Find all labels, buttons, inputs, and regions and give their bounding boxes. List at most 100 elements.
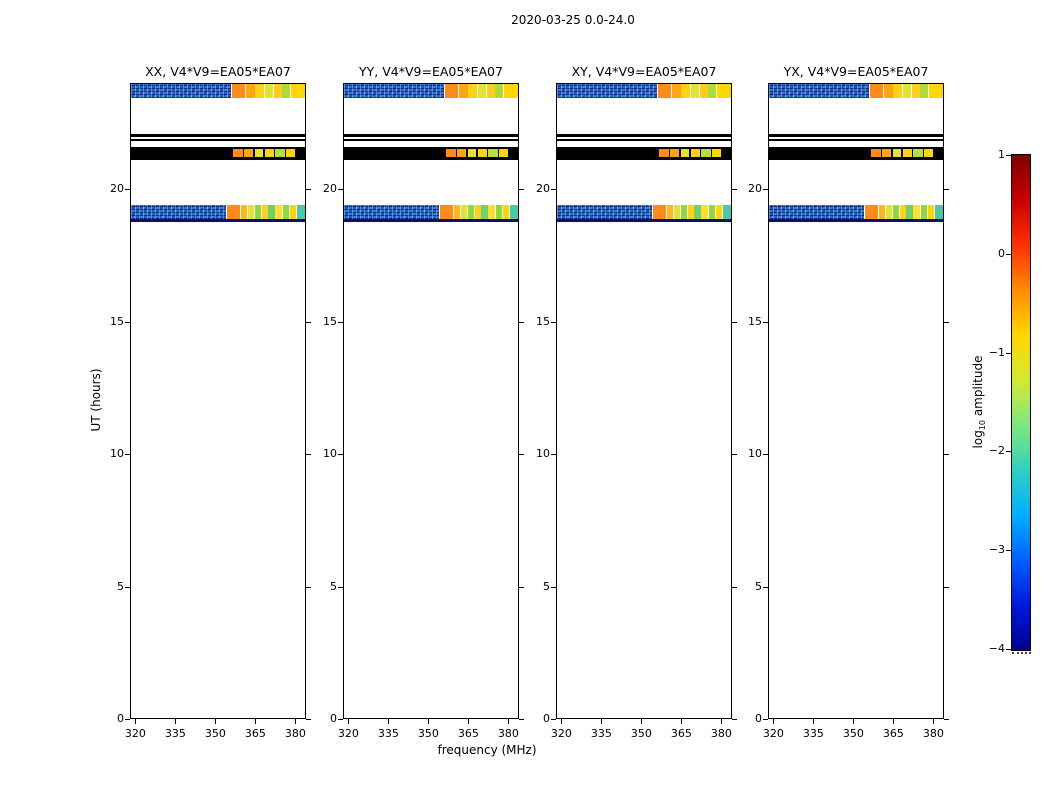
band-overlay xyxy=(923,149,934,157)
heatmap-band-dark-band-ut-21p3 xyxy=(557,146,731,160)
y-tick-label: 0 xyxy=(117,712,124,725)
colorbar-label-pre: log xyxy=(970,430,985,449)
band-segment xyxy=(690,84,699,98)
band-segment xyxy=(131,133,305,137)
band-overlay xyxy=(244,149,253,157)
band-segment xyxy=(488,204,496,219)
y-tick-mark-right xyxy=(306,321,311,323)
band-segment xyxy=(461,204,467,219)
band-segment xyxy=(666,204,674,219)
x-tick-mark xyxy=(295,719,297,724)
band-segment xyxy=(878,204,886,219)
band-segment xyxy=(929,84,943,98)
band-segment xyxy=(864,204,878,219)
band-overlay xyxy=(711,149,722,157)
x-tick-mark xyxy=(215,719,217,724)
band-overlay xyxy=(264,149,274,157)
band-overlay xyxy=(701,149,711,157)
x-tick-label: 380 xyxy=(710,727,732,740)
colorbar-tick-mark xyxy=(1006,649,1011,650)
y-tick-mark-right xyxy=(519,719,524,720)
band-segment xyxy=(883,84,893,98)
y-tick-mark-right xyxy=(944,189,949,190)
band-overlay xyxy=(477,149,487,157)
band-segment xyxy=(289,204,297,219)
band-segment xyxy=(935,204,943,219)
colorbar-tick-label: −1 xyxy=(988,345,1005,359)
band-segment xyxy=(911,84,920,98)
colorbar-tick-mark xyxy=(1006,550,1011,552)
x-tick-mark xyxy=(721,719,723,724)
band-segment xyxy=(275,204,283,219)
x-tick-label: 350 xyxy=(842,727,864,740)
band-segment xyxy=(893,84,903,98)
band-segment xyxy=(255,84,265,98)
y-tick-mark-right xyxy=(306,454,311,455)
y-tick-label: 10 xyxy=(110,447,124,460)
y-tick-mark-left xyxy=(338,189,343,190)
y-tick-mark-right xyxy=(732,189,737,190)
colorbar-tick-label: −2 xyxy=(988,444,1005,458)
y-tick-mark-right xyxy=(732,586,737,588)
y-tick-mark-left xyxy=(551,189,556,190)
band-segment xyxy=(687,204,694,219)
band-segment xyxy=(769,133,943,137)
band-segment xyxy=(268,204,275,219)
band-segment xyxy=(694,204,701,219)
y-tick-label: 10 xyxy=(536,447,550,460)
panel-title-2: XY, V4*V9=EA05*EA07 xyxy=(571,64,717,79)
band-segment xyxy=(453,204,461,219)
band-segment xyxy=(708,204,715,219)
x-tick-label: 365 xyxy=(244,727,266,740)
heatmap-band-line-ut-22p0 xyxy=(344,133,518,137)
band-segment xyxy=(282,84,291,98)
colorbar-tick-label: 0 xyxy=(998,246,1005,260)
band-overlay xyxy=(445,149,457,157)
band-segment xyxy=(701,204,709,219)
x-tick-label: 350 xyxy=(630,727,652,740)
x-tick-label: 320 xyxy=(337,727,359,740)
band-segment xyxy=(458,84,468,98)
y-tick-mark-right xyxy=(519,189,524,190)
colorbar-tick-mark xyxy=(1006,155,1011,156)
heatmap-band-line-ut-22p0 xyxy=(557,133,731,137)
y-axis-label: UT (hours) xyxy=(89,368,103,432)
heatmap-band-rfi-ut-19p1 xyxy=(344,204,518,219)
y-tick-mark-left xyxy=(125,321,130,323)
band-segment xyxy=(715,204,723,219)
band-overlay xyxy=(882,149,891,157)
band-overlay xyxy=(680,149,690,157)
band-segment xyxy=(439,204,453,219)
heatmap-band-line-ut-22p0 xyxy=(769,133,943,137)
heatmap-band-rfi-ut-23p7 xyxy=(769,84,943,98)
x-tick-mark xyxy=(388,719,390,724)
band-segment xyxy=(920,84,929,98)
band-segment xyxy=(297,204,305,219)
colorbar-gradient xyxy=(1011,154,1031,651)
y-tick-mark-left xyxy=(338,454,343,455)
x-tick-label: 365 xyxy=(882,727,904,740)
band-segment xyxy=(708,84,717,98)
y-tick-mark-right xyxy=(732,719,737,720)
y-tick-mark-left xyxy=(125,719,130,720)
band-overlay xyxy=(913,149,923,157)
heatmap-band-rfi-ut-19p1 xyxy=(557,204,731,219)
band-segment xyxy=(769,204,864,219)
colorbar-tick-mark xyxy=(1006,253,1011,255)
plot-panel-1 xyxy=(343,83,519,719)
band-segment xyxy=(481,204,488,219)
x-tick-mark xyxy=(561,719,563,724)
x-tick-mark xyxy=(468,719,470,724)
heatmap-band-rfi-ut-23p7 xyxy=(557,84,731,98)
band-segment xyxy=(769,139,943,142)
heatmap-band-line-ut-21p85 xyxy=(131,139,305,142)
y-tick-label: 0 xyxy=(543,712,550,725)
x-tick-label: 365 xyxy=(457,727,479,740)
band-segment xyxy=(231,84,245,98)
y-tick-mark-right xyxy=(519,321,524,323)
band-segment xyxy=(869,84,883,98)
y-tick-label: 15 xyxy=(536,314,550,328)
y-tick-mark-right xyxy=(732,454,737,455)
band-segment xyxy=(769,84,870,98)
